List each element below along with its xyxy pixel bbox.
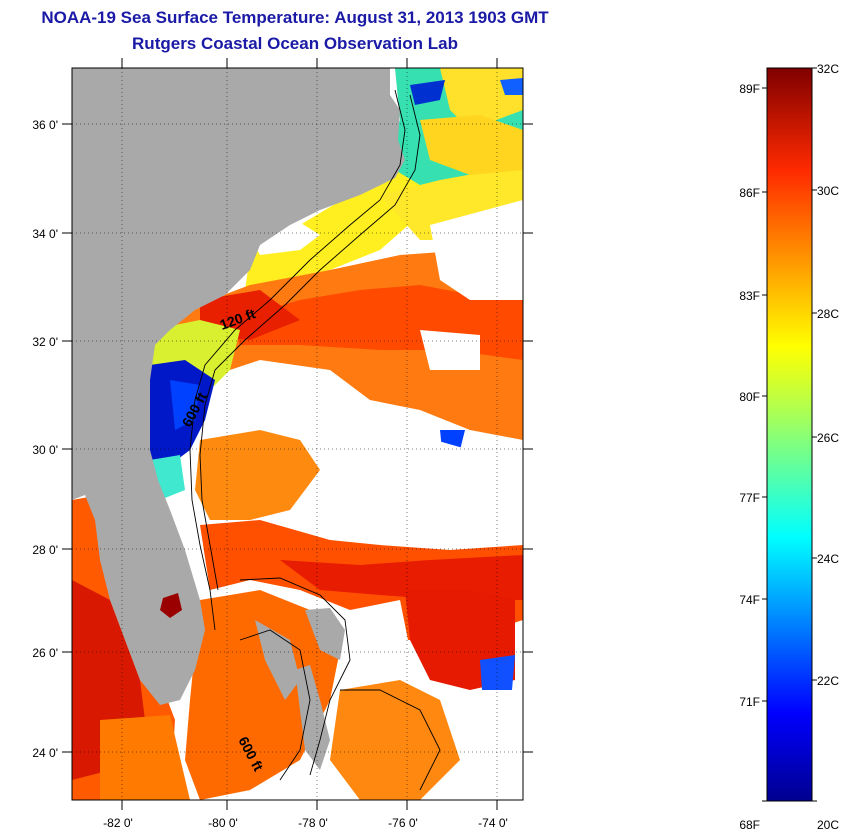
lon-label: -78 0': [298, 816, 328, 830]
map-title: NOAA-19 Sea Surface Temperature: August …: [41, 8, 549, 27]
latitude-labels: 36 0' 34 0' 32 0' 30 0' 28 0' 26 0' 24 0…: [32, 118, 58, 760]
sst-field: [72, 68, 523, 800]
longitude-labels: -82 0' -80 0' -78 0' -76 0' -74 0': [103, 816, 508, 830]
colorbar-c-label: 20C: [817, 818, 839, 832]
colorbar-c-label: 28C: [817, 307, 839, 321]
colorbar-f-label: 71F: [739, 695, 760, 709]
map-subtitle: Rutgers Coastal Ocean Observation Lab: [132, 34, 458, 53]
lat-label: 34 0': [32, 227, 58, 241]
colorbar-f-label: 74F: [739, 593, 760, 607]
lat-label: 30 0': [32, 443, 58, 457]
bathymetry-contours: [189, 89, 441, 791]
colorbar-c-label: 22C: [817, 674, 839, 688]
colorbar-c-label: 26C: [817, 431, 839, 445]
axis-ticks: [62, 58, 533, 810]
map-frame: [71, 67, 524, 801]
lat-label: 36 0': [32, 118, 58, 132]
lon-label: -82 0': [103, 816, 133, 830]
map-panel: 120 ft 600 ft 600 ft: [72, 68, 523, 800]
land-mass: [72, 68, 405, 770]
colorbar-f-label: 68F: [739, 818, 760, 832]
lon-label: -80 0': [208, 816, 238, 830]
colorbar-c-label: 32C: [817, 62, 839, 76]
lat-label: 24 0': [32, 746, 58, 760]
colorbar-c-label: 24C: [817, 552, 839, 566]
lon-label: -76 0': [388, 816, 418, 830]
lat-label: 32 0': [32, 335, 58, 349]
lat-label: 26 0': [32, 646, 58, 660]
colorbar-f-label: 86F: [739, 186, 760, 200]
colorbar-f-label: 83F: [739, 289, 760, 303]
lon-label: -74 0': [478, 816, 508, 830]
colorbar-f-label: 77F: [739, 491, 760, 505]
lat-label: 28 0': [32, 543, 58, 557]
colorbar-f-label: 89F: [739, 82, 760, 96]
colorbar-f-label: 80F: [739, 390, 760, 404]
colorbar: 89F 86F 83F 80F 77F 74F 71F 68F 32C 30C …: [739, 62, 839, 832]
colorbar-c-label: 30C: [817, 184, 839, 198]
colorbar-gradient: [766, 67, 813, 802]
